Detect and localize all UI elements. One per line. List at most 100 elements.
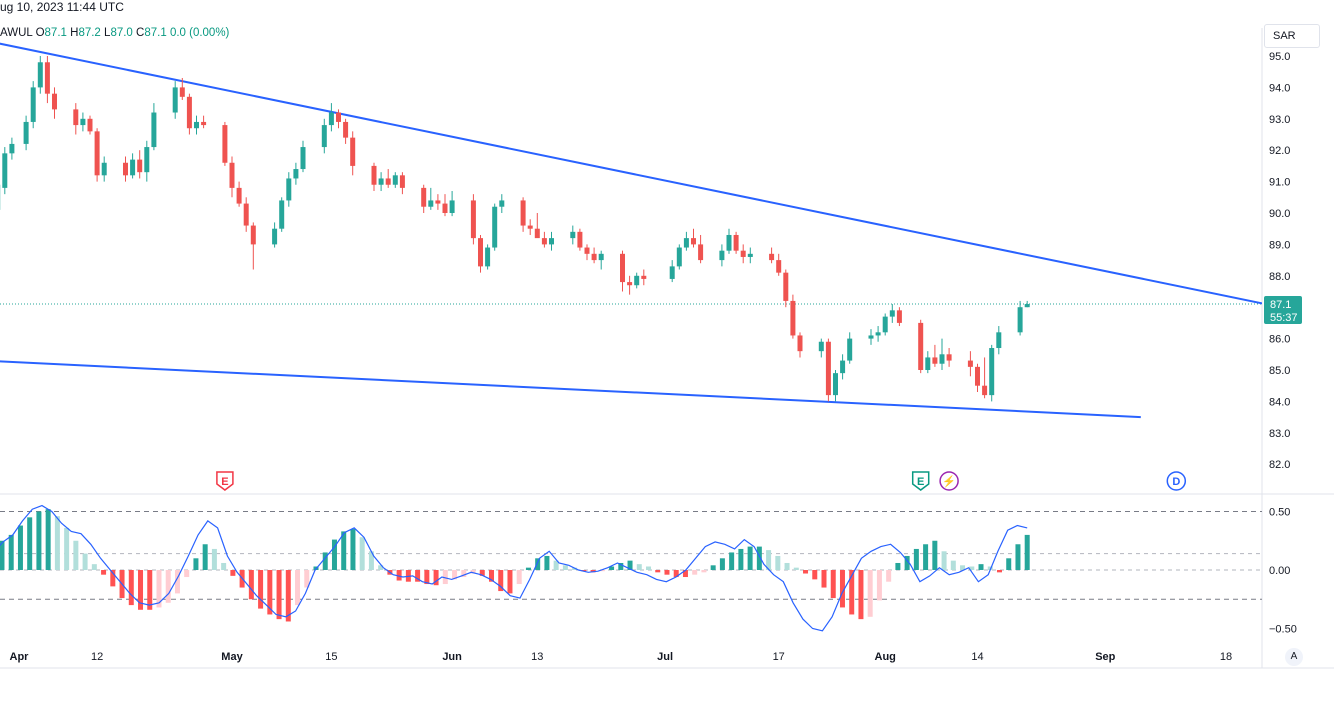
candle-body	[73, 109, 79, 126]
osc-histogram-bar	[36, 511, 42, 570]
osc-histogram-bar	[378, 565, 384, 570]
osc-histogram-bar	[101, 570, 107, 575]
candle-body	[151, 112, 157, 148]
currency-button[interactable]: SAR	[1264, 24, 1320, 48]
candle-body	[989, 348, 995, 396]
osc-histogram-bar	[646, 566, 652, 570]
price-axis-tick: 83.0	[1269, 428, 1290, 440]
symbol-name[interactable]: AWUL	[0, 27, 33, 39]
osc-histogram-bar	[858, 570, 864, 620]
candle-body	[527, 225, 533, 229]
candle-body	[776, 260, 782, 273]
osc-histogram-bar	[128, 570, 134, 606]
price-axis-tick: 84.0	[1269, 396, 1290, 408]
osc-histogram-bar	[738, 548, 744, 570]
price-axis-tick: 90.0	[1269, 208, 1290, 220]
trendline[interactable]	[0, 40, 1311, 313]
osc-histogram-bar	[0, 540, 5, 570]
candle-body	[499, 200, 505, 207]
osc-histogram-bar	[368, 551, 374, 570]
candle-body	[627, 282, 633, 286]
candle-body	[144, 147, 150, 173]
time-axis-tick: Apr	[10, 651, 30, 663]
change-value: 0.0 (0.00%)	[169, 27, 230, 39]
event-marker-news[interactable]: ⚡	[939, 471, 959, 491]
osc-histogram-bar	[184, 570, 190, 578]
osc-histogram-bar	[849, 570, 855, 615]
osc-histogram-bar	[433, 570, 439, 586]
marker-circle	[1166, 471, 1187, 491]
osc-histogram-bar	[562, 565, 568, 570]
event-marker-earnings-past[interactable]: E	[216, 471, 234, 491]
osc-histogram-bar	[165, 570, 171, 603]
candle-body	[570, 231, 576, 239]
osc-histogram-bar	[424, 570, 430, 585]
last-price-badge: 87.155:37	[1264, 296, 1302, 325]
price-axis-tick: 95.0	[1269, 51, 1290, 63]
osc-histogram-bar	[138, 570, 144, 610]
osc-histogram-bar	[82, 553, 88, 570]
candle-body	[797, 335, 803, 352]
candle-body	[733, 234, 739, 251]
candle-body	[925, 357, 931, 370]
candle-body	[52, 93, 57, 110]
candle-body	[577, 231, 583, 248]
osc-histogram-bar	[821, 570, 827, 588]
candle-body	[719, 250, 725, 261]
price-axis-tick: 91.0	[1269, 177, 1290, 189]
trendline[interactable]	[0, 360, 1141, 419]
auto-scale-button[interactable]: A	[1285, 648, 1303, 666]
osc-histogram-bar	[535, 558, 541, 570]
osc-histogram-bar	[525, 567, 531, 570]
candle-body	[534, 228, 540, 239]
osc-histogram-bar	[664, 570, 670, 575]
time-axis-tick: Sep	[1095, 651, 1115, 663]
candle-body	[293, 169, 299, 179]
candle-body	[641, 275, 647, 279]
candle-body	[591, 253, 597, 261]
osc-histogram-bar	[895, 562, 901, 570]
time-axis-tick: 14	[971, 651, 983, 663]
osc-histogram-bar	[876, 570, 882, 601]
event-marker-earnings-upcoming[interactable]: E	[911, 471, 930, 491]
osc-histogram-bar	[211, 548, 217, 570]
marker-circle	[939, 471, 959, 491]
price-axis-tick: 86.0	[1269, 334, 1290, 346]
candle-body	[300, 147, 306, 170]
osc-histogram-bar	[1006, 558, 1012, 570]
candle-body	[896, 310, 902, 323]
candle-body	[967, 360, 973, 367]
osc-histogram-bar	[1024, 534, 1030, 570]
low-label: L	[104, 27, 111, 39]
price-axis-tick: 85.0	[1269, 365, 1290, 377]
candle-body	[683, 238, 689, 248]
high-label: H	[70, 27, 79, 39]
candle-body	[336, 112, 341, 122]
osc-histogram-bar	[322, 552, 328, 570]
osc-histogram-bar	[969, 566, 975, 570]
osc-histogram-bar	[45, 509, 51, 570]
price-badge-bg	[1264, 296, 1302, 325]
osc-histogram-bar	[396, 570, 402, 581]
osc-histogram-bar	[710, 565, 716, 570]
time-axis-tick: 15	[325, 651, 337, 663]
candle-body	[137, 159, 143, 173]
candle-body	[875, 332, 881, 336]
osc-histogram-bar	[91, 564, 97, 570]
candle-body	[9, 143, 15, 154]
osc-axis-tick: 0.00	[1269, 565, 1290, 577]
time-axis-tick: 18	[1220, 651, 1232, 663]
candle-body	[399, 175, 405, 188]
osc-histogram-bar	[599, 570, 605, 572]
close-label: C	[136, 27, 145, 39]
osc-histogram-bar	[258, 570, 264, 609]
candle-body	[392, 175, 398, 185]
event-marker-dividend[interactable]: D	[1166, 471, 1187, 491]
osc-histogram-bar	[839, 570, 845, 608]
price-badge-countdown: 55:37	[1270, 312, 1298, 324]
osc-histogram-bar	[498, 570, 504, 592]
osc-histogram-bar	[729, 552, 735, 570]
price-axis-tick: 94.0	[1269, 82, 1290, 94]
osc-histogram-bar	[618, 562, 624, 570]
